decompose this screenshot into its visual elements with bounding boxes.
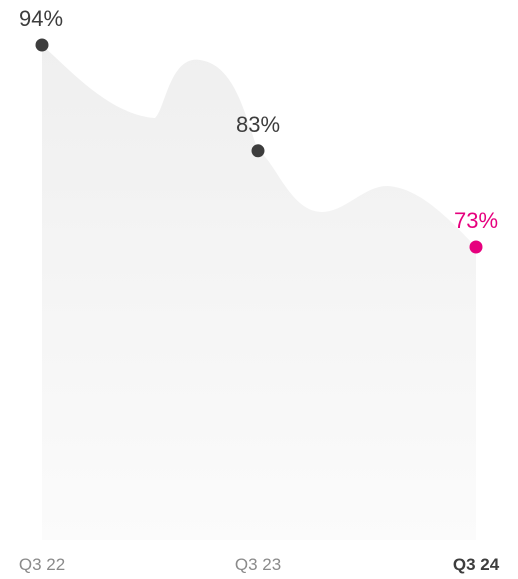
data-label: 94% [19, 6, 63, 31]
data-point [251, 144, 265, 158]
x-tick-label: Q3 22 [19, 555, 65, 574]
x-tick-label: Q3 23 [235, 555, 281, 574]
data-point [469, 240, 483, 254]
data-label: 73% [454, 208, 498, 233]
data-point [35, 38, 49, 52]
data-label: 83% [236, 112, 280, 137]
area-fill [42, 45, 476, 540]
x-tick-label: Q3 24 [453, 555, 500, 574]
